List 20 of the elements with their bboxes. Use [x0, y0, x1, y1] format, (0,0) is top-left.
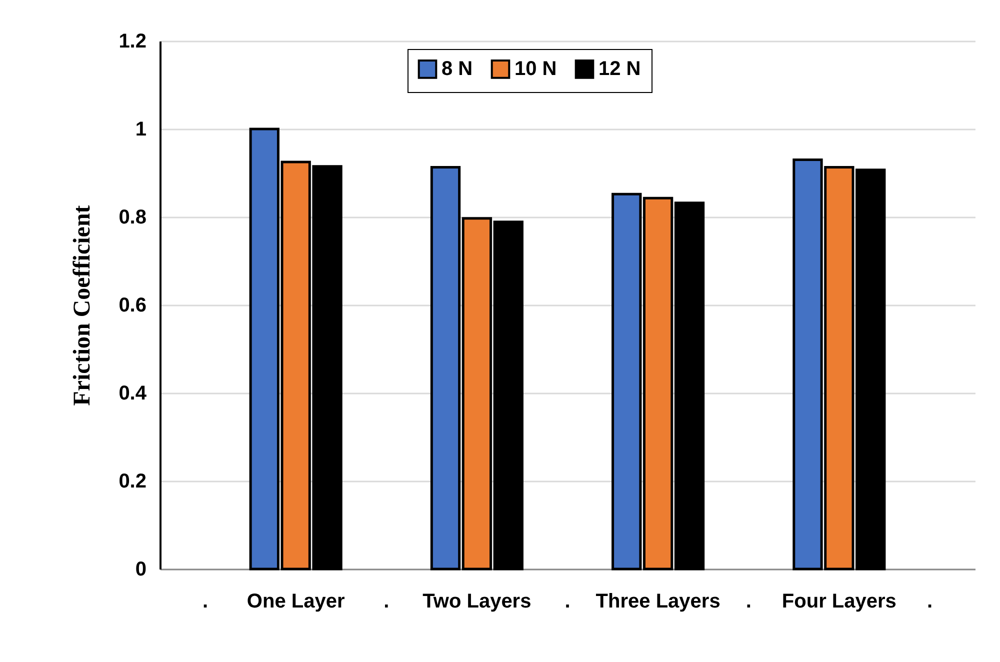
legend-label: 12 N	[598, 58, 641, 80]
x-tick-label: .	[384, 590, 390, 612]
y-axis-title: Friction Coefficient	[70, 205, 96, 406]
y-tick-label: 0.4	[118, 382, 148, 404]
y-tick-label: 1.2	[118, 30, 146, 52]
x-tick-label: Four Layers	[782, 590, 896, 612]
x-tick-label: .	[746, 590, 752, 612]
x-tick-label: Three Layers	[596, 590, 720, 612]
x-tick-label: One Layer	[246, 590, 345, 612]
x-tick-label: .	[202, 590, 208, 612]
x-tick-label: .	[564, 590, 570, 612]
y-tick-label: 0.8	[118, 206, 146, 228]
legend-label: 10 N	[514, 58, 557, 80]
x-tick-label: .	[926, 590, 933, 612]
y-tick-label: 0	[135, 558, 146, 580]
y-tick-label: 1	[135, 118, 146, 140]
y-tick-label: 0.2	[118, 470, 146, 492]
legend-label: 8 N	[442, 58, 473, 80]
y-tick-label: 0.6	[118, 294, 146, 316]
x-tick-label: Two Layers	[422, 590, 532, 612]
